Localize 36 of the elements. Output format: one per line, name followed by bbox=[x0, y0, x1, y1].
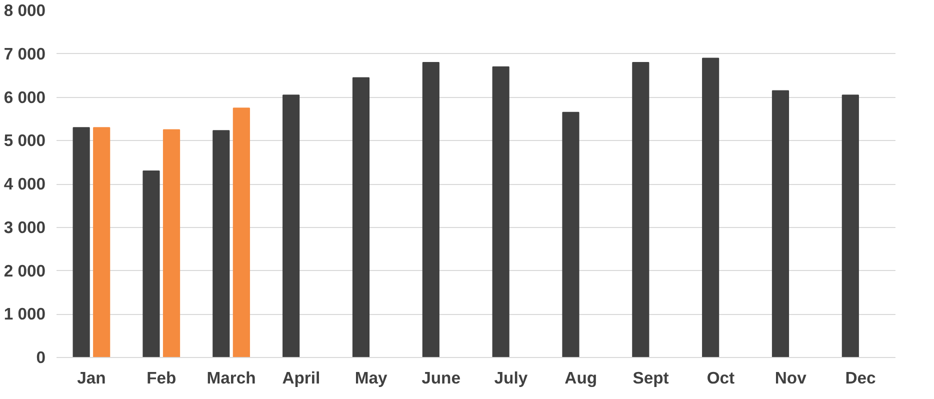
bar bbox=[232, 108, 250, 358]
x-tick-label: June bbox=[422, 368, 460, 388]
y-tick-label: 1 000 bbox=[4, 304, 46, 324]
x-tick-label: March bbox=[206, 368, 256, 388]
x-tick-label: April bbox=[282, 368, 320, 388]
bar bbox=[212, 130, 230, 358]
bar bbox=[72, 127, 90, 358]
y-tick-label: 4 000 bbox=[4, 174, 46, 194]
y-tick-label: 0 bbox=[36, 348, 46, 367]
bar bbox=[162, 129, 180, 358]
y-tick-label: 6 000 bbox=[4, 88, 46, 107]
x-tick-label: Dec bbox=[845, 368, 876, 388]
bar bbox=[702, 58, 720, 358]
x-tick-label: July bbox=[494, 368, 528, 388]
bar bbox=[492, 66, 510, 358]
y-tick-label: 2 000 bbox=[4, 261, 46, 280]
y-tick-label: 3 000 bbox=[4, 218, 46, 237]
bar bbox=[352, 77, 370, 358]
x-tick-label: May bbox=[354, 368, 388, 388]
bar bbox=[422, 62, 440, 358]
bar bbox=[562, 112, 580, 358]
bar bbox=[772, 90, 790, 358]
x-tick-label: Oct bbox=[706, 368, 736, 388]
y-tick-label: 7 000 bbox=[4, 44, 46, 64]
x-tick-label: Nov bbox=[774, 368, 808, 388]
bar bbox=[632, 62, 650, 358]
bar bbox=[93, 127, 110, 358]
bar bbox=[142, 170, 160, 358]
x-tick-label: Feb bbox=[146, 368, 176, 388]
x-tick-label: Aug bbox=[564, 368, 598, 388]
x-tick-label: Jan bbox=[77, 368, 106, 388]
x-tick-label: Sept bbox=[632, 368, 670, 388]
bar bbox=[282, 94, 300, 358]
bar bbox=[842, 94, 859, 358]
y-tick-label: 5 000 bbox=[4, 131, 46, 150]
y-tick-label: 8 000 bbox=[4, 1, 46, 20]
